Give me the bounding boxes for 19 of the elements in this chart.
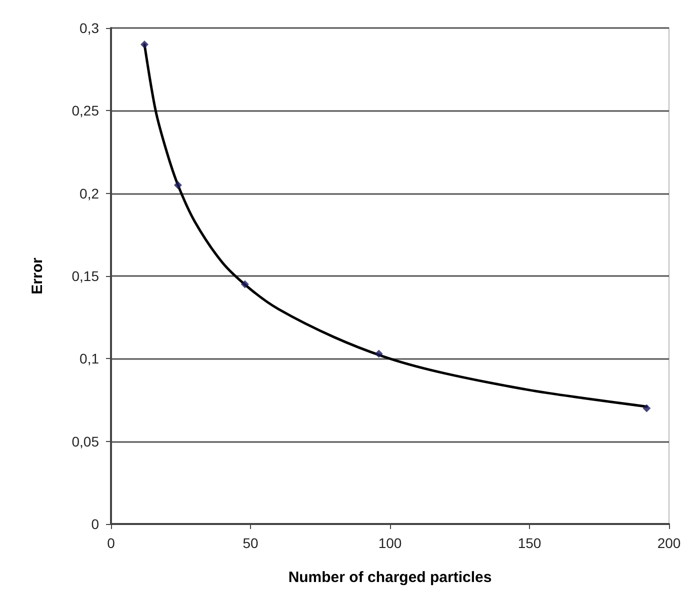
x-tick-label: 100 [378,535,402,551]
y-tick-label: 0,25 [72,102,100,119]
x-tick-label: 0 [107,535,116,551]
point [374,350,383,358]
y-axis-title: Error [29,258,46,294]
point [174,181,182,190]
point [642,404,651,412]
y-tick-label: 0 [91,516,100,532]
y-tick-label: 0,1 [80,350,100,367]
x-tick-label: 150 [518,535,542,551]
point [240,280,249,288]
y-tick-label: 0,15 [72,268,100,284]
x-tick-label: 50 [242,535,258,551]
x-tick-label: 200 [657,535,681,551]
point [140,40,148,49]
x-axis-title: Number of charged particles [288,569,492,586]
y-tick-label: 0,2 [80,185,100,202]
y-tick-label: 0,05 [72,433,100,450]
y-tick-label: 0,3 [80,20,100,36]
